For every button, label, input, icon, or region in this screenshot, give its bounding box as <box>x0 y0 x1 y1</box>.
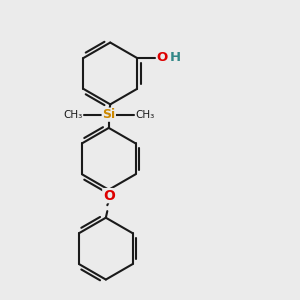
Text: H: H <box>170 52 181 64</box>
Text: CH₃: CH₃ <box>135 110 154 120</box>
Text: Si: Si <box>102 108 115 121</box>
Text: CH₃: CH₃ <box>63 110 82 120</box>
Text: O: O <box>157 52 168 64</box>
Text: O: O <box>103 189 115 202</box>
